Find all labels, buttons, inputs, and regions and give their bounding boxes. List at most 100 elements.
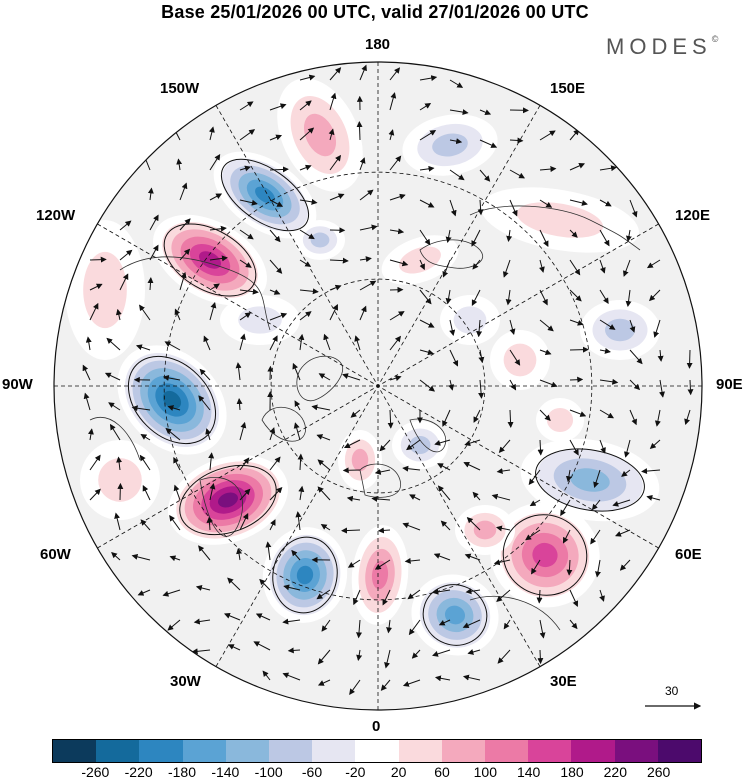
wind-vector [509,169,526,179]
wind-vector [269,427,276,441]
lon-label-120e: 120E [675,207,711,224]
wind-vector [448,379,455,391]
wind-vectors [82,64,694,695]
colorbar-tick-label: -180 [167,764,197,780]
wind-vector [317,459,331,471]
wind-vector [353,589,361,606]
wind-vector [119,273,129,291]
wind-vector [374,559,391,570]
wind-vector [539,166,557,173]
wind-vector [419,75,438,82]
wind-vector [419,199,435,208]
wind-vector [649,439,661,450]
wind-vector [653,319,661,338]
anomaly-band [570,468,610,492]
height-contour [163,223,257,297]
wind-vector [387,409,394,429]
wind-vector [389,311,405,321]
wind-vector [445,229,452,243]
wind-vector [509,199,518,217]
graticule [54,62,702,710]
colorbar-tick-label: 180 [560,764,584,780]
wind-vector [625,229,632,242]
wind-vector [654,409,661,427]
wind-vector [623,439,631,458]
wind-vector [209,255,228,262]
wind-vector [419,165,435,172]
wind-vector [269,229,281,243]
colorbar-swatch [269,740,313,762]
wind-vector [419,289,432,305]
wind-vector [269,456,281,471]
wind-vector [621,469,631,477]
wind-vector [239,312,252,321]
wind-vector [359,280,377,291]
wind-vector [299,229,315,240]
wind-vector [195,585,211,591]
wind-vector [329,284,342,291]
wind-vector [328,128,335,141]
wind-vector [208,452,215,471]
wind-vector [493,559,511,566]
wind-vector [371,495,391,502]
wind-vector [389,193,406,201]
wind-vector [259,578,271,591]
wind-vector [659,379,665,398]
wind-vector [449,109,469,115]
wind-vector [359,157,366,171]
wind-vector [89,302,99,321]
wind-vector [569,319,584,326]
wind-vector [199,368,211,381]
wind-vector [298,333,305,351]
wind-vector [269,259,283,274]
wind-vector [379,439,391,452]
wind-vector [179,182,188,201]
wind-vector [294,400,301,411]
lon-label-120w: 120W [36,207,76,224]
colorbar-swatch [96,740,140,762]
wind-vector [536,589,543,604]
colorbar-swatch [528,740,572,762]
wind-vector [164,341,181,351]
wind-vector [174,308,181,321]
wind-vector [198,545,211,561]
wind-vector [599,347,611,354]
wind-vector [612,499,631,507]
wind-vector [239,199,258,206]
wind-vector [140,519,151,531]
wind-vector [599,439,606,454]
wind-vector [131,405,151,412]
wind-vector [239,229,254,240]
wind-vector [503,619,511,630]
wind-vector [389,155,402,171]
wind-vector [502,259,511,278]
wind-vector [538,259,545,273]
wind-vector [449,79,464,88]
wind-vector [239,129,256,141]
wind-vector [299,198,318,205]
wind-vector [359,189,374,201]
wind-vector [537,439,544,456]
height-contour [127,355,217,445]
wind-vector [292,362,301,381]
wind-vector [269,486,283,501]
wind-vector [386,619,393,634]
wind-vector [625,289,632,308]
wind-vector [463,462,481,471]
wind-vector [359,64,367,81]
wind-vector [531,559,541,575]
wind-vector [449,349,459,367]
wind-vector [239,513,249,531]
wind-vector [509,137,524,144]
lon-label-60w: 60W [40,546,71,563]
wind-vector [539,319,554,332]
wind-vector [350,409,361,418]
wind-vector [389,67,401,81]
wind-vector [147,187,154,201]
wind-vector [299,288,319,295]
wind-vector [198,395,211,411]
wind-vector [311,404,331,411]
map-border [53,61,703,711]
colorbar-tick-label: 140 [516,764,541,780]
wind-vector [356,121,363,141]
